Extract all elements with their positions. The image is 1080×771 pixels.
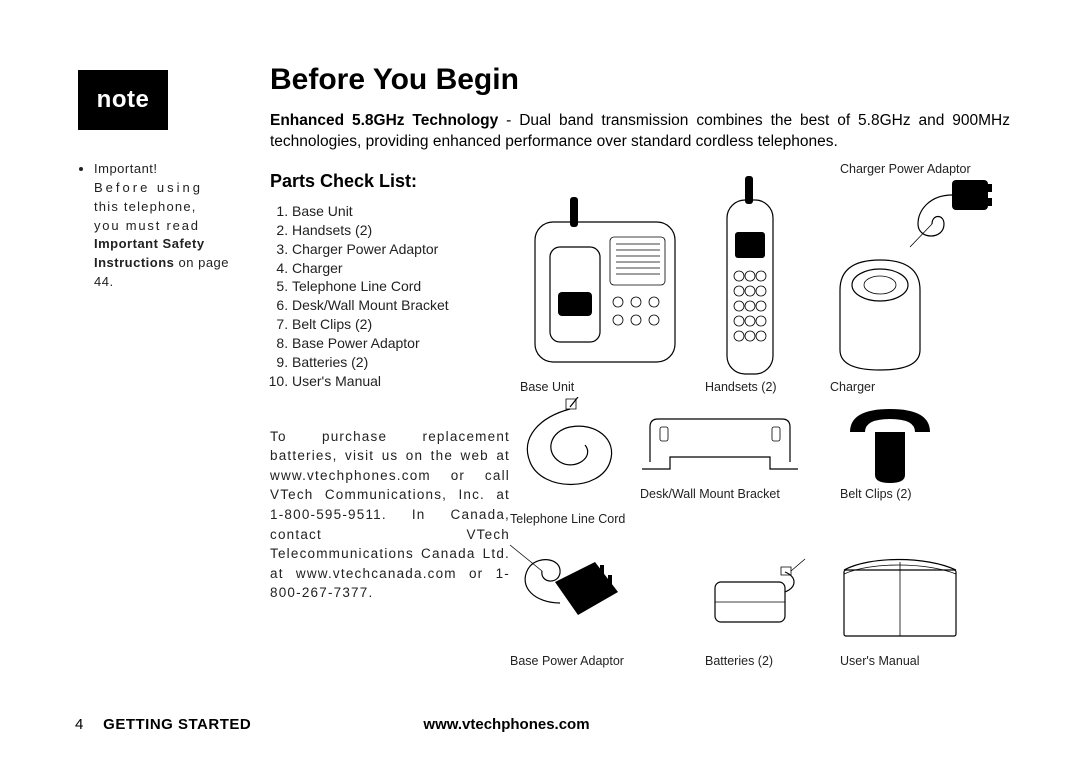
figure-area: Base Unit Handsets (2) <box>510 202 1010 672</box>
caption-base-unit: Base Unit <box>520 380 574 394</box>
section-label: GETTING STARTED <box>103 716 251 733</box>
phone-cord-figure <box>500 397 640 517</box>
list-item: Charger Power Adaptor <box>292 240 510 259</box>
sidebar-bold: Instructions <box>94 255 174 270</box>
list-item: User's Manual <box>292 372 510 391</box>
caption-bracket: Desk/Wall Mount Bracket <box>640 487 780 501</box>
parts-list: Base Unit Handsets (2) Charger Power Ada… <box>270 202 510 391</box>
caption-charger-power: Charger Power Adaptor <box>840 162 971 176</box>
caption-phone-cord: Telephone Line Cord <box>510 512 625 526</box>
batteries-figure <box>685 537 815 657</box>
list-item: Charger <box>292 259 510 278</box>
caption-handsets: Handsets (2) <box>705 380 777 394</box>
list-item: Handsets (2) <box>292 221 510 240</box>
lead-paragraph: Enhanced 5.8GHz Technology - Dual band t… <box>270 111 1010 153</box>
caption-charger: Charger <box>830 380 875 394</box>
main-content: Before You Begin Enhanced 5.8GHz Technol… <box>270 63 1010 672</box>
handset-figure <box>705 170 795 384</box>
manual-page: note Important! Before using this teleph… <box>0 0 1080 771</box>
list-item: Base Power Adaptor <box>292 334 510 353</box>
sidebar-important: Important! <box>94 161 158 176</box>
parts-list-column: Base Unit Handsets (2) Charger Power Ada… <box>270 202 510 672</box>
page-footer: 4 GETTING STARTED www.vtechphones.com <box>75 716 590 733</box>
caption-base-power: Base Power Adaptor <box>510 654 624 668</box>
list-item: Desk/Wall Mount Bracket <box>292 296 510 315</box>
sidebar-note: Important! Before using this telephone, … <box>78 160 248 292</box>
sidebar-line: you must read <box>94 218 200 233</box>
sidebar-line: this telephone, <box>94 199 197 214</box>
footer-url: www.vtechphones.com <box>423 716 589 733</box>
caption-belt-clips: Belt Clips (2) <box>840 487 912 501</box>
list-item: Telephone Line Cord <box>292 277 510 296</box>
caption-manual: User's Manual <box>840 654 920 668</box>
manual-figure <box>830 550 970 650</box>
charger-figure <box>820 230 940 380</box>
note-badge: note <box>78 70 168 130</box>
replacement-info: To purchase replacement batteries, visit… <box>270 427 510 603</box>
caption-batteries: Batteries (2) <box>705 654 773 668</box>
list-item: Batteries (2) <box>292 353 510 372</box>
list-item: Belt Clips (2) <box>292 315 510 334</box>
base-unit-figure <box>510 182 700 382</box>
bracket-figure <box>630 407 810 487</box>
lead-bold: Enhanced 5.8GHz Technology <box>270 112 498 129</box>
page-title: Before You Begin <box>270 63 1010 97</box>
sidebar-bold: Important Safety <box>94 236 205 251</box>
sidebar-line: Before using <box>94 180 203 195</box>
page-number: 4 <box>75 716 99 733</box>
base-power-adaptor-figure <box>500 537 650 657</box>
belt-clip-figure <box>830 397 950 487</box>
list-item: Base Unit <box>292 202 510 221</box>
